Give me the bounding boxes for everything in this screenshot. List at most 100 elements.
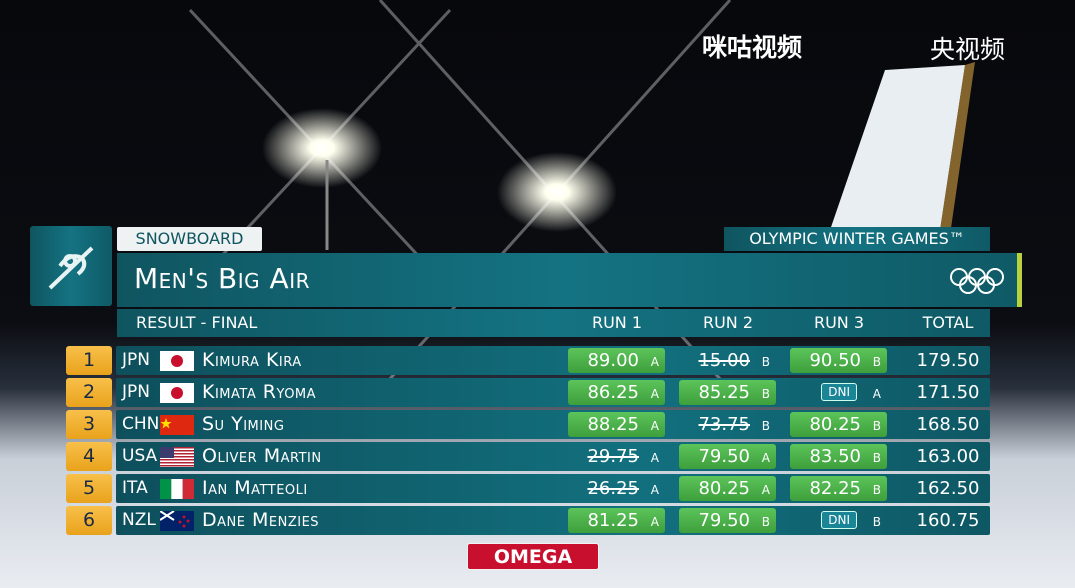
score: 82.25 — [809, 478, 861, 499]
run-score: 26.25 A — [568, 476, 665, 501]
rank-badge: 4 — [66, 442, 112, 471]
total-score: 162.50 — [916, 478, 980, 499]
title-bar — [117, 253, 1022, 307]
flag — [160, 511, 194, 531]
grade: B — [761, 419, 770, 433]
athlete-name: Kimura Kira — [202, 349, 302, 371]
grade: A — [872, 387, 881, 401]
score: 79.50 — [698, 510, 750, 531]
grade: B — [872, 355, 881, 369]
grade: B — [872, 419, 881, 433]
column-header: RUN 2 — [702, 313, 754, 332]
result-row: CHN Su Yiming 88.25 A 73.75 B 80.25 B 168.50 — [116, 410, 990, 439]
grade: A — [650, 451, 659, 465]
grade: A — [650, 387, 659, 401]
run-score: 79.50 B — [679, 508, 776, 533]
event-title: Men's Big Air — [134, 262, 311, 295]
column-header: RUN 1 — [591, 313, 643, 332]
grade: A — [761, 483, 770, 497]
run-score: 89.00 A — [568, 348, 665, 373]
run-score: DNI B — [790, 508, 887, 533]
run-score: 86.25 A — [568, 380, 665, 405]
athlete-name: Su Yiming — [202, 413, 285, 435]
flag — [160, 351, 194, 371]
run-score: 29.75 A — [568, 444, 665, 469]
run-score: 88.25 A — [568, 412, 665, 437]
grade: A — [650, 483, 659, 497]
result-row: JPN Kimata Ryoma 86.25 A 85.25 B DNI A 171.50 — [116, 378, 990, 407]
grade: B — [872, 515, 881, 529]
grade: A — [650, 515, 659, 529]
athlete-name: Kimata Ryoma — [202, 381, 317, 403]
column-header: TOTAL — [922, 313, 974, 332]
score: 89.00 — [587, 350, 639, 371]
country-code: NZL — [122, 510, 156, 530]
flag — [160, 383, 194, 403]
score: 81.25 — [587, 510, 639, 531]
score: 80.25 — [698, 478, 750, 499]
run-score: 79.50 A — [679, 444, 776, 469]
total-score: 179.50 — [916, 350, 980, 371]
run-score: 80.25 B — [790, 412, 887, 437]
score: 88.25 — [587, 414, 639, 435]
run-score: 85.25 B — [679, 380, 776, 405]
country-code: JPN — [122, 382, 150, 402]
score: 90.50 — [809, 350, 861, 371]
run-score: 81.25 A — [568, 508, 665, 533]
phase-label: RESULT - FINAL — [136, 313, 258, 332]
grade: B — [872, 451, 881, 465]
grade: B — [761, 387, 770, 401]
athlete-name: Dane Menzies — [202, 509, 320, 531]
total-score: 171.50 — [916, 382, 980, 403]
result-row: NZL Dane Menzies 81.25 A 79.50 B DNI B 160.75 — [116, 506, 990, 535]
grade: A — [761, 451, 770, 465]
score: 80.25 — [809, 414, 861, 435]
rank-badge: 1 — [66, 346, 112, 375]
country-code: CHN — [122, 414, 160, 434]
country-code: USA — [122, 446, 158, 466]
rank-badge: 5 — [66, 474, 112, 503]
column-header-bar — [117, 309, 990, 337]
total-score: 168.50 — [916, 414, 980, 435]
result-row: ITA Ian Matteoli 26.25 A 80.25 A 82.25 B 162.50 — [116, 474, 990, 503]
score: 15.00 — [698, 350, 750, 371]
flag — [160, 447, 194, 467]
sport-icon — [30, 226, 112, 306]
total-score: 160.75 — [916, 510, 980, 531]
run-score: 82.25 B — [790, 476, 887, 501]
score: 73.75 — [698, 414, 750, 435]
result-row: USA Oliver Martin 29.75 A 79.50 A 83.50 B 163.00 — [116, 442, 990, 471]
score: 83.50 — [809, 446, 861, 467]
flag — [160, 479, 194, 499]
sport-tab: SNOWBOARD — [117, 227, 262, 251]
run-score: DNI A — [790, 380, 887, 405]
migu-logo: 咪咕视频 — [702, 33, 803, 62]
score: DNI — [821, 511, 857, 529]
grade: A — [650, 419, 659, 433]
result-row: JPN Kimura Kira 89.00 A 15.00 B 90.50 B 179.50 — [116, 346, 990, 375]
total-score: 163.00 — [916, 446, 980, 467]
column-header: RUN 3 — [813, 313, 865, 332]
score: 26.25 — [587, 478, 639, 499]
run-score: 15.00 B — [679, 348, 776, 373]
score: 29.75 — [587, 446, 639, 467]
flag — [160, 415, 194, 435]
cctv-logo: 央视频 — [930, 35, 1006, 64]
run-score: 90.50 B — [790, 348, 887, 373]
games-tab: OLYMPIC WINTER GAMES™ — [724, 227, 990, 251]
rank-badge: 3 — [66, 410, 112, 439]
run-score: 73.75 B — [679, 412, 776, 437]
run-score: 80.25 A — [679, 476, 776, 501]
sponsor-logo: OMEGA — [467, 543, 599, 570]
grade: B — [761, 515, 770, 529]
athlete-name: Oliver Martin — [202, 445, 322, 467]
rank-badge: 2 — [66, 378, 112, 407]
score: DNI — [821, 383, 857, 401]
grade: B — [761, 355, 770, 369]
country-code: ITA — [122, 478, 148, 498]
country-code: JPN — [122, 350, 150, 370]
score: 86.25 — [587, 382, 639, 403]
score: 79.50 — [698, 446, 750, 467]
grade: B — [872, 483, 881, 497]
